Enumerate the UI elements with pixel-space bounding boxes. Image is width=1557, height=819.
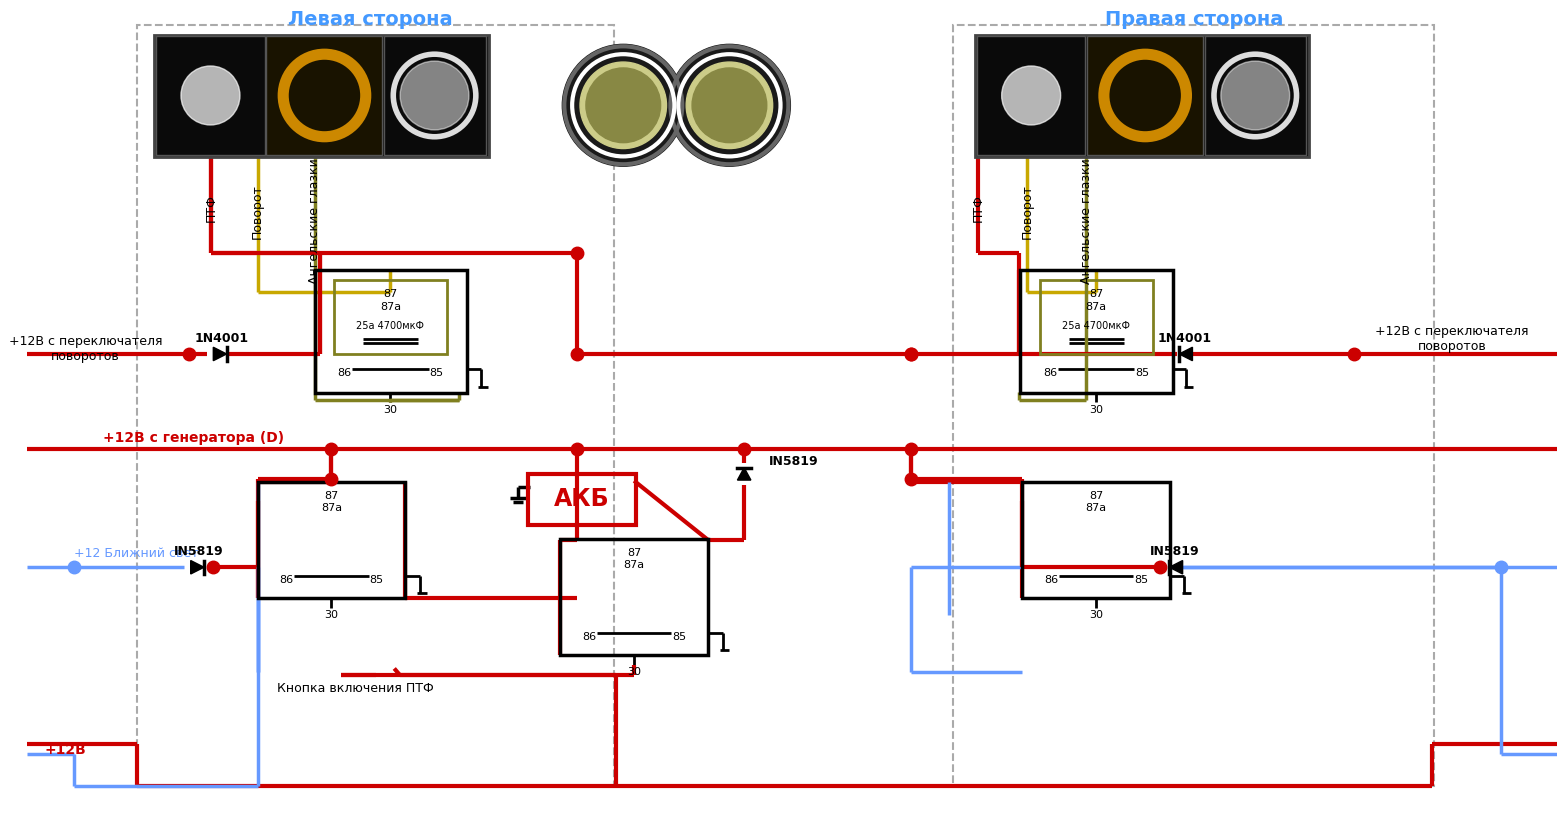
Text: +12В с генератора (D): +12В с генератора (D) bbox=[103, 431, 285, 445]
Text: 85: 85 bbox=[1133, 575, 1148, 585]
Bar bbox=[561, 539, 708, 654]
Text: 86: 86 bbox=[1043, 368, 1057, 378]
Text: Поворот: Поворот bbox=[1021, 184, 1034, 239]
Text: 87: 87 bbox=[383, 289, 397, 299]
Text: 87: 87 bbox=[627, 548, 641, 558]
Polygon shape bbox=[738, 468, 750, 480]
Circle shape bbox=[581, 62, 666, 148]
Text: Ангельские глазки: Ангельские глазки bbox=[1079, 158, 1093, 284]
Bar bbox=[978, 37, 1085, 156]
Bar bbox=[156, 37, 265, 156]
Text: +12В с переключателя
поворотов: +12В с переключателя поворотов bbox=[9, 335, 162, 363]
Bar bbox=[266, 37, 383, 156]
Text: 1N4001: 1N4001 bbox=[195, 332, 248, 345]
Circle shape bbox=[1221, 61, 1289, 130]
Polygon shape bbox=[190, 560, 204, 574]
Circle shape bbox=[691, 68, 766, 143]
Bar bbox=[154, 34, 489, 157]
Text: 86: 86 bbox=[338, 368, 352, 378]
Bar bbox=[1205, 37, 1306, 156]
Polygon shape bbox=[1169, 560, 1183, 574]
Text: 87a: 87a bbox=[1085, 504, 1107, 514]
Bar bbox=[137, 25, 615, 786]
Text: 1N4001: 1N4001 bbox=[1157, 332, 1211, 345]
Bar bbox=[1020, 270, 1172, 393]
Text: IN5819: IN5819 bbox=[1151, 545, 1199, 558]
Bar bbox=[528, 474, 637, 525]
Circle shape bbox=[181, 66, 240, 125]
Text: 85: 85 bbox=[1135, 368, 1149, 378]
Text: 87: 87 bbox=[1088, 491, 1104, 500]
Text: 86: 86 bbox=[279, 575, 293, 585]
Text: +12 Ближний свет: +12 Ближний свет bbox=[73, 547, 198, 560]
Text: +12В с переключателя
поворотов: +12В с переключателя поворотов bbox=[1375, 325, 1529, 353]
Text: 87: 87 bbox=[1088, 289, 1104, 299]
Text: IN5819: IN5819 bbox=[174, 545, 224, 558]
Text: 86: 86 bbox=[1043, 575, 1059, 585]
Text: АКБ: АКБ bbox=[554, 487, 610, 511]
Circle shape bbox=[687, 62, 772, 148]
Text: IN5819: IN5819 bbox=[769, 455, 819, 468]
Bar bbox=[1023, 482, 1169, 598]
Bar bbox=[1040, 280, 1154, 354]
Text: Ангельские глазки: Ангельские глазки bbox=[308, 158, 321, 284]
Text: 30: 30 bbox=[627, 667, 641, 677]
Circle shape bbox=[668, 44, 791, 166]
Circle shape bbox=[585, 68, 660, 143]
Text: 87: 87 bbox=[324, 491, 338, 500]
Text: 87a: 87a bbox=[380, 301, 400, 312]
Text: 25а 4700мкФ: 25а 4700мкФ bbox=[357, 321, 425, 332]
Bar bbox=[257, 482, 405, 598]
Text: 85: 85 bbox=[369, 575, 383, 585]
Polygon shape bbox=[213, 347, 227, 360]
Bar bbox=[975, 34, 1309, 157]
Text: 86: 86 bbox=[582, 632, 596, 642]
Circle shape bbox=[400, 61, 469, 130]
Text: 85: 85 bbox=[430, 368, 444, 378]
Circle shape bbox=[562, 44, 684, 166]
Bar bbox=[385, 37, 486, 156]
Text: 30: 30 bbox=[1088, 610, 1102, 621]
Text: +12В: +12В bbox=[44, 743, 86, 757]
Text: 30: 30 bbox=[383, 405, 397, 415]
Text: 30: 30 bbox=[1088, 405, 1102, 415]
Text: 85: 85 bbox=[673, 632, 687, 642]
Text: 87a: 87a bbox=[623, 560, 645, 570]
Text: ПТФ: ПТФ bbox=[206, 195, 218, 223]
Bar bbox=[315, 270, 467, 393]
Text: 30: 30 bbox=[324, 610, 338, 621]
Bar bbox=[953, 25, 1434, 786]
Bar bbox=[335, 280, 447, 354]
Text: 87a: 87a bbox=[1085, 301, 1107, 312]
Text: 25а 4700мкФ: 25а 4700мкФ bbox=[1062, 321, 1130, 332]
Text: Кнопка включения ПТФ: Кнопка включения ПТФ bbox=[277, 681, 434, 695]
Text: Левая сторона: Левая сторона bbox=[288, 11, 453, 29]
Text: 87a: 87a bbox=[321, 504, 343, 514]
Text: Поворот: Поворот bbox=[251, 184, 265, 239]
Text: ПТФ: ПТФ bbox=[972, 195, 984, 223]
Bar bbox=[1087, 37, 1204, 156]
Polygon shape bbox=[1179, 347, 1193, 360]
Circle shape bbox=[1001, 66, 1060, 125]
Text: Правая сторона: Правая сторона bbox=[1105, 11, 1283, 29]
